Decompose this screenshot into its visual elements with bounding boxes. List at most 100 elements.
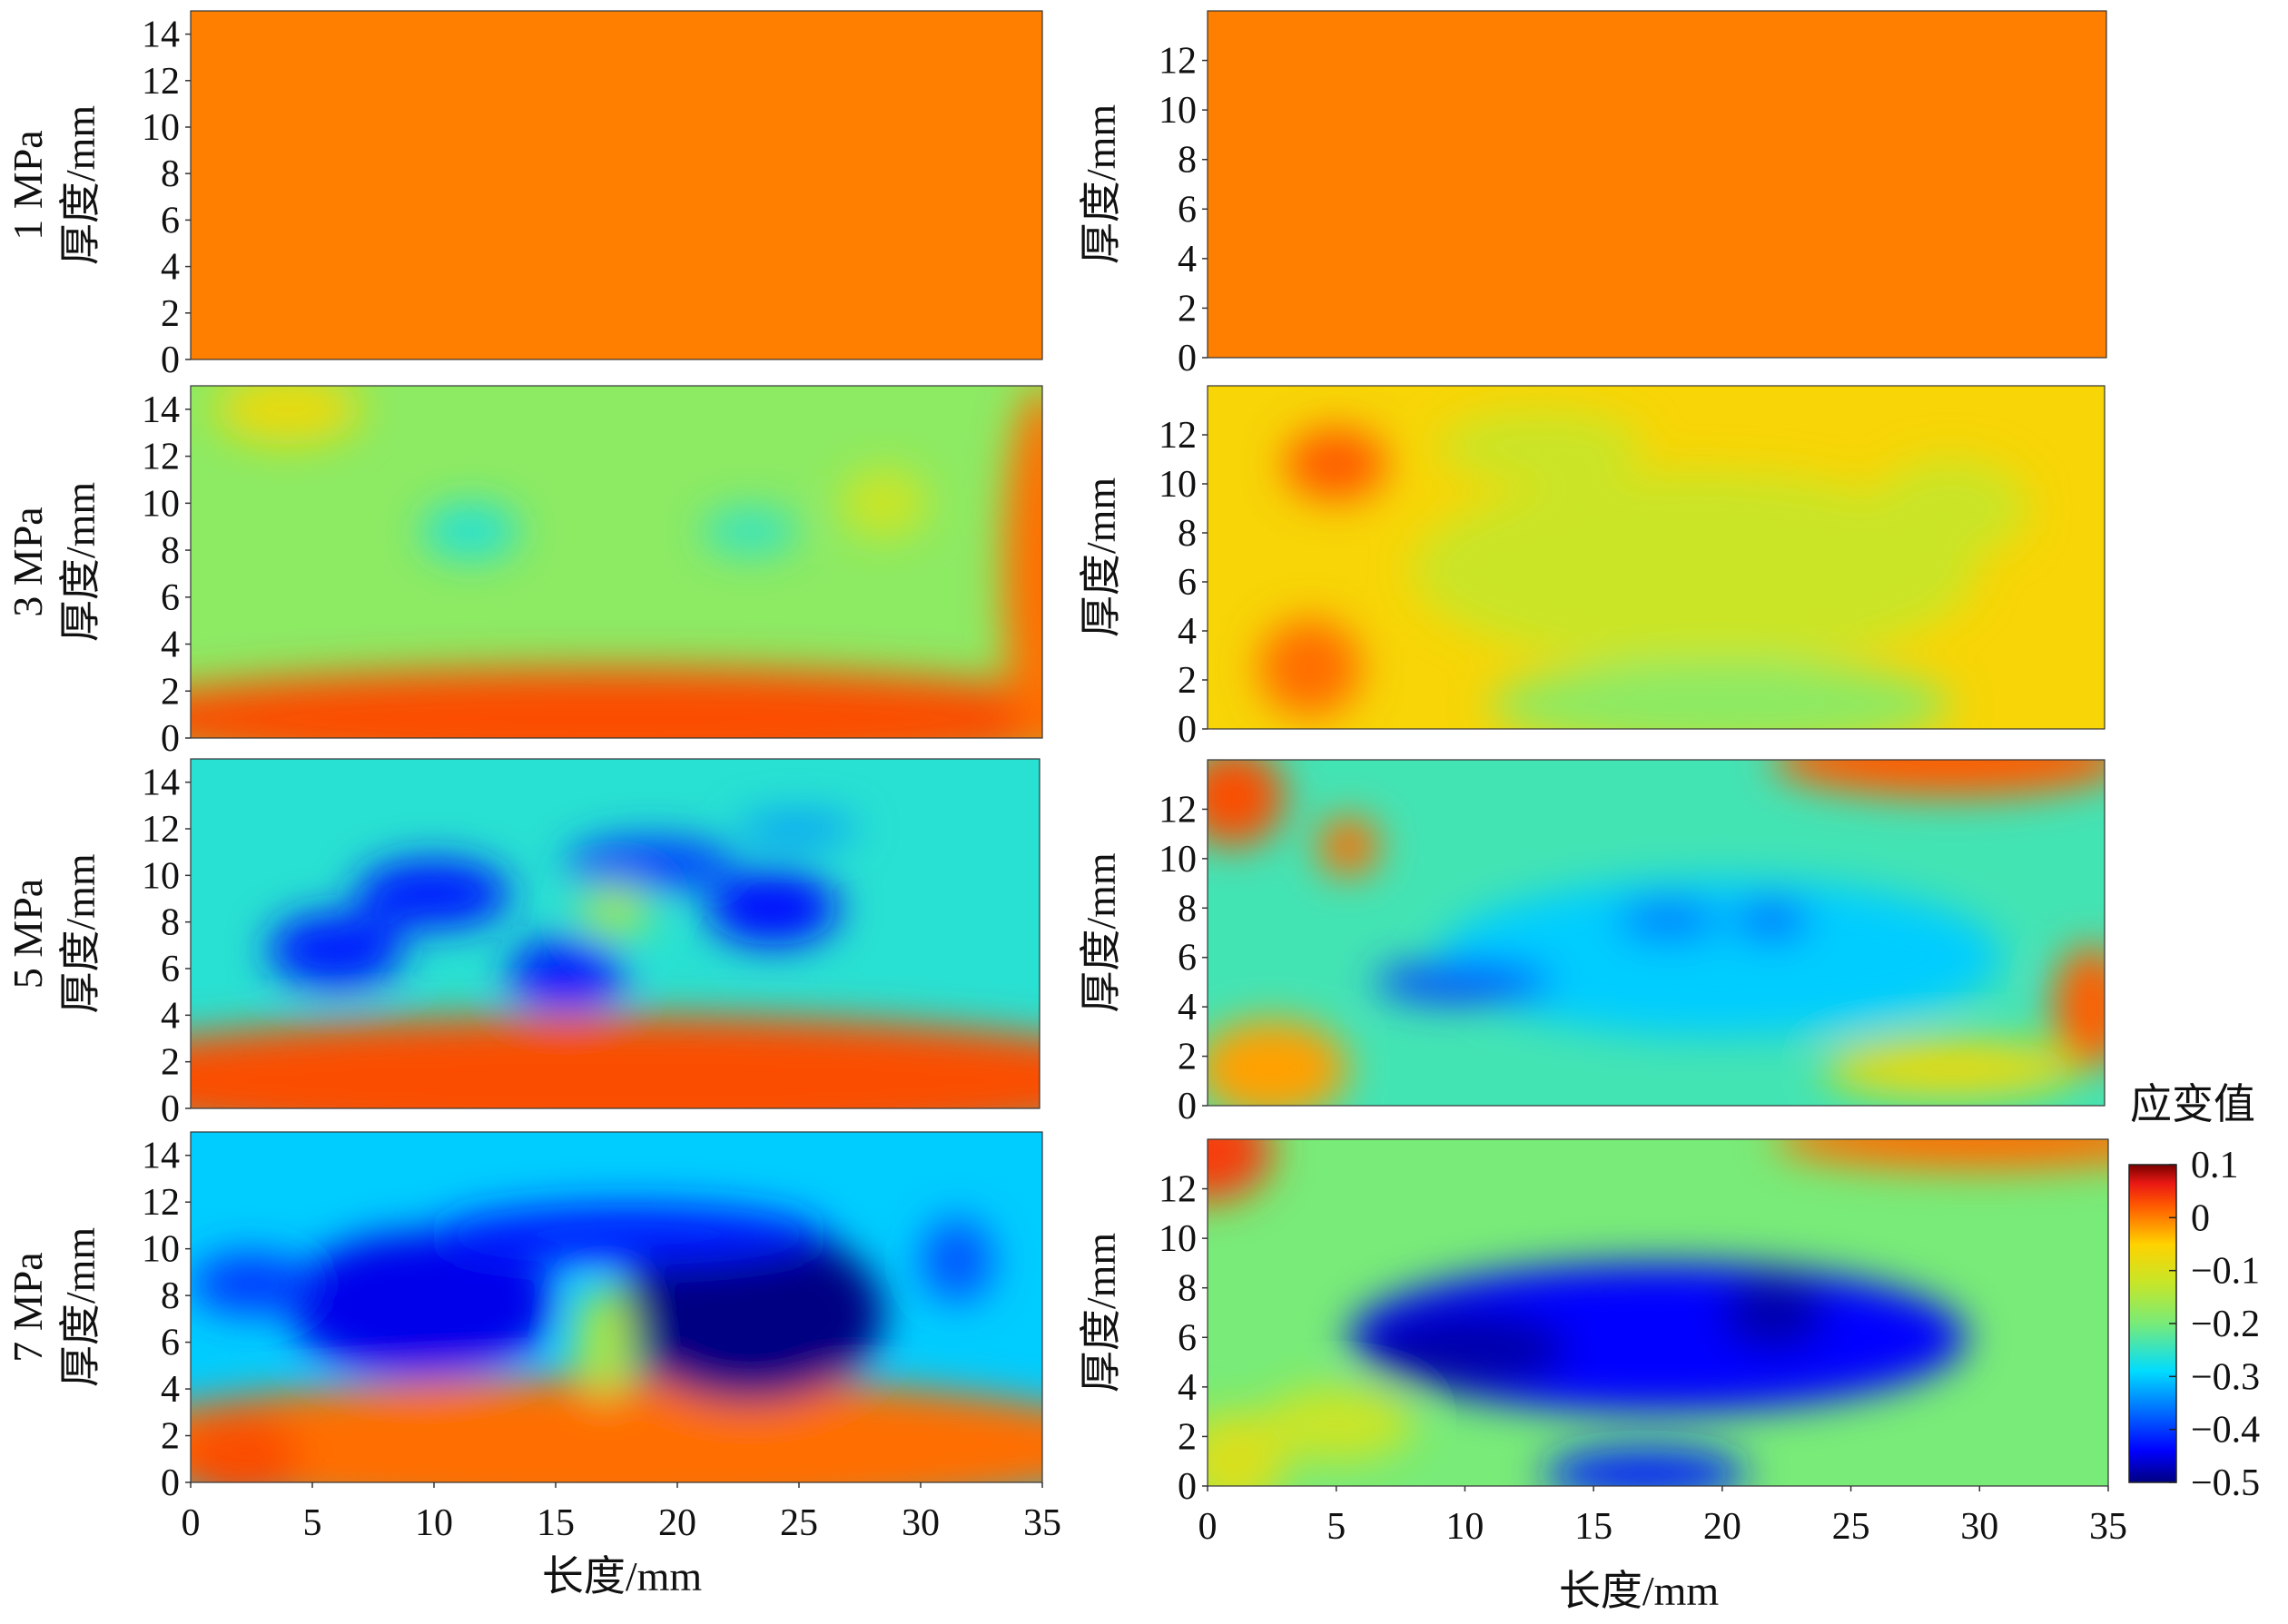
strain-region: [1489, 660, 1951, 729]
strain-region: [575, 1285, 634, 1399]
strain-region: [616, 1225, 884, 1403]
heatmap-background: [1208, 11, 2106, 358]
y-tick-label: 2: [161, 1416, 180, 1458]
strain-region: [578, 882, 652, 939]
x-axis-label-left: 长度/mm: [542, 1553, 703, 1599]
y-tick-label: 2: [161, 671, 180, 713]
y-tick-label: 10: [142, 107, 180, 149]
y-tick-label: 4: [1178, 239, 1197, 281]
y-tick-label: 14: [142, 389, 180, 431]
panel-frame: [190, 10, 1043, 360]
y-tick-label: 14: [142, 15, 180, 56]
strain-region: [1721, 1275, 1826, 1350]
x-tick-label: 15: [1574, 1506, 1612, 1548]
x-tick-label: 10: [415, 1502, 453, 1544]
heatmap-panel-right-3mpa: 0 2 4 6 8 10 12 厚度/mm: [1078, 385, 2106, 751]
strain-region: [1542, 1449, 1749, 1486]
colorbar-tick-label: 0.1: [2191, 1145, 2239, 1186]
x-tick-label: 15: [537, 1502, 575, 1544]
y-tick-label: 8: [1178, 888, 1197, 930]
y-tick-label: 6: [161, 949, 180, 990]
strain-region: [191, 1253, 312, 1314]
pressure-label: 7 MPa: [5, 1252, 51, 1362]
strain-region: [1771, 760, 2105, 797]
y-axis-label: 厚度/mm: [1078, 477, 1124, 638]
y-tick-label: 0: [1178, 1086, 1197, 1127]
strain-region: [707, 871, 839, 946]
strain-regions: [1208, 1139, 2108, 1486]
strain-region: [1284, 427, 1387, 501]
strain-region: [1374, 962, 1554, 1002]
y-tick-label: 8: [1178, 1268, 1197, 1310]
y-tick-label: 10: [1159, 464, 1197, 506]
strain-region: [191, 1015, 1040, 1108]
y-tick-label: 8: [161, 1275, 180, 1317]
colorbar-tick-label: −0.2: [2191, 1304, 2260, 1345]
pressure-label: 3 MPa: [5, 507, 51, 616]
x-tick-label: 30: [902, 1502, 940, 1544]
strain-regions: [191, 386, 1042, 738]
strain-regions: [1208, 760, 2105, 1106]
strain-region: [1438, 878, 2003, 1037]
y-tick-label: 8: [161, 530, 180, 572]
strain-region: [1258, 618, 1362, 717]
y-tick-label: 10: [142, 483, 180, 525]
heatmap-panel-left-3mpa: 0 2 4 6 8 10 12 14 厚度/mm3 MPa: [5, 385, 1043, 760]
strain-region: [1003, 386, 1042, 738]
y-tick-label: 12: [1159, 1169, 1197, 1211]
y-axis-label: 厚度/mm: [1078, 104, 1124, 265]
colorbar-tick-label: −0.5: [2191, 1462, 2260, 1504]
strain-region: [288, 1232, 556, 1378]
y-tick-label: 10: [142, 855, 180, 897]
strain-region: [840, 468, 929, 539]
strain-region: [1438, 410, 1643, 484]
x-axis-label-right: 长度/mm: [1559, 1568, 1720, 1614]
strain-region: [268, 912, 405, 988]
x-tick-label: 35: [1023, 1502, 1061, 1544]
x-tick-label: 20: [658, 1502, 696, 1544]
y-tick-label: 4: [1178, 987, 1197, 1029]
y-tick-label: 12: [1159, 415, 1197, 457]
strain-region: [1732, 901, 1810, 940]
panel-frame: [190, 758, 1040, 1109]
y-tick-label: 12: [142, 1182, 180, 1224]
strain-region: [1822, 1038, 2079, 1098]
colorbar-tick-label: 0: [2191, 1197, 2210, 1239]
y-tick-label: 0: [161, 340, 180, 381]
y-tick-label: 2: [161, 1042, 180, 1084]
x-tick-label: 0: [182, 1502, 201, 1544]
strain-region: [191, 1377, 1042, 1482]
strain-region: [2053, 945, 2105, 1069]
y-axis-label: 厚度/mm: [57, 105, 104, 266]
y-tick-label: 4: [1178, 1367, 1197, 1409]
y-tick-label: 12: [1159, 41, 1197, 83]
strain-regions: [1258, 410, 2028, 729]
y-tick-label: 12: [142, 61, 180, 103]
x-axis-titles: 长度/mm 长度/mm: [542, 1553, 1720, 1614]
x-tick-label: 10: [1445, 1506, 1484, 1548]
panel-frame: [1207, 10, 2107, 359]
pressure-label: 5 MPa: [5, 879, 51, 989]
y-tick-label: 6: [161, 200, 180, 241]
colorbar-gradient: [2128, 1164, 2177, 1483]
y-tick-label: 12: [142, 809, 180, 851]
y-tick-label: 2: [1178, 660, 1197, 702]
y-tick-label: 0: [161, 1088, 180, 1130]
panel-frame: [1207, 385, 2106, 730]
y-tick-label: 4: [161, 625, 180, 666]
y-tick-label: 14: [142, 763, 180, 804]
panel-frame: [190, 385, 1043, 739]
y-tick-label: 10: [1159, 839, 1197, 881]
colorbar-tick-label: −0.1: [2191, 1251, 2260, 1293]
y-axis-label: 厚度/mm: [1078, 852, 1124, 1013]
strain-region: [355, 859, 511, 930]
y-tick-label: 10: [142, 1229, 180, 1271]
y-axis-label: 厚度/mm: [57, 1227, 104, 1388]
strain-region: [567, 838, 737, 890]
strain-region: [1412, 471, 1977, 668]
panel-frame: [1207, 1138, 2109, 1487]
strain-region: [1258, 1386, 1414, 1462]
